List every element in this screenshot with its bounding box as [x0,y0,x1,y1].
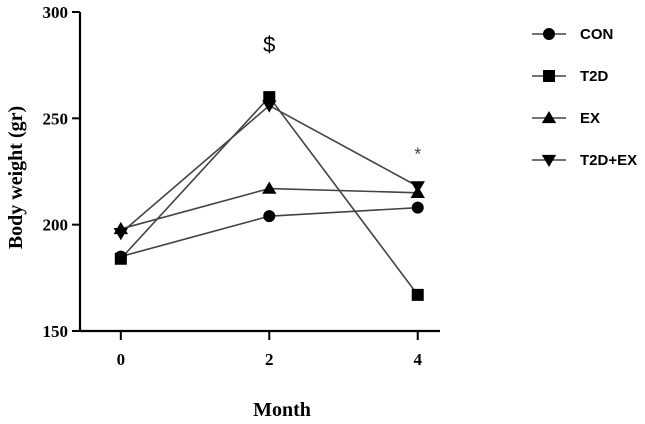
y-tick-label: 200 [43,216,69,235]
series-line-t2d [120,95,419,296]
series-t2d-ex [113,100,425,241]
legend-item-t2d: T2D [532,68,609,85]
data-point-t2d-ex [410,181,425,194]
legend-marker [543,28,555,40]
data-point-ex [262,181,277,194]
axes: 150 200 250 300 0 2 4 Month Body weight (gr) [5,3,440,421]
series-ex [113,181,425,235]
data-point-t2d [411,288,424,301]
data-point-con [411,201,424,214]
x-axis-title: Month [253,399,311,421]
annotations: $* [263,32,421,164]
y-tick-label: 250 [43,109,69,128]
legend-label: EX [580,110,600,127]
legend-marker [543,70,555,82]
data-point-t2d-ex [113,227,129,241]
data-point-con [263,210,276,223]
x-tick-label: 4 [413,350,422,369]
y-tick-label: 150 [43,322,69,341]
legend-item-con: CON [532,26,613,43]
legend: CON T2D EX T2D+EX [532,26,637,169]
legend-marker [541,154,557,168]
x-tick-label: 2 [265,350,274,369]
x-tick-label: 0 [117,350,126,369]
plot-series [113,91,425,301]
legend-marker [541,110,557,124]
y-tick-label: 300 [43,3,69,22]
significance-star-annotation: * [414,144,421,164]
significance-dollar-annotation: $ [263,32,275,57]
data-point-t2d-ex [262,100,277,113]
legend-item-ex: EX [532,110,600,127]
series-con [114,201,424,263]
legend-item-t2d-ex: T2D+EX [532,152,637,169]
legend-label: T2D+EX [580,152,637,169]
data-point-t2d [114,252,127,265]
legend-label: CON [580,26,613,43]
y-axis-title: Body weight (gr) [5,106,27,249]
series-t2d [114,91,424,301]
legend-label: T2D [580,68,609,85]
